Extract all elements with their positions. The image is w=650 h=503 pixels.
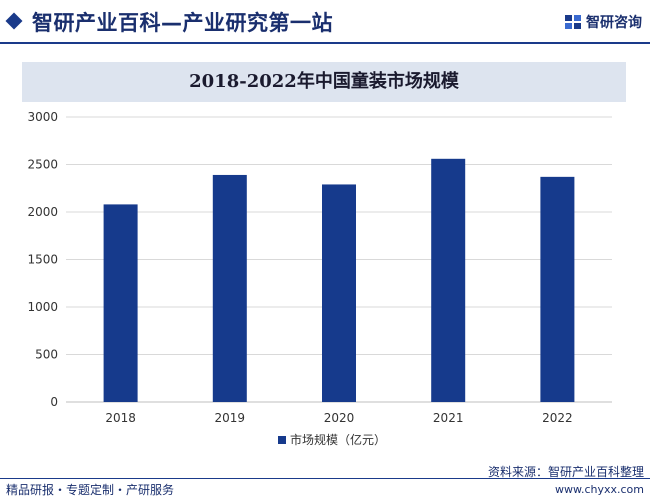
header-divider — [0, 42, 650, 44]
footer-divider — [0, 478, 650, 479]
service-tagline: 精品研报・专题定制・产研服务 — [6, 483, 175, 497]
chart-title: 2018-2022年中国童装市场规模 — [189, 71, 459, 92]
page-header: 智研产业百科—产业研究第一站 智研咨询 — [0, 0, 650, 44]
y-tick-label: 0 — [50, 395, 58, 409]
bar — [103, 204, 138, 402]
page-title: 智研产业百科—产业研究第一站 — [32, 11, 333, 35]
zhiyan-logo-icon — [565, 15, 581, 29]
y-tick-label: 1500 — [27, 253, 58, 267]
chart-title-band: 2018-2022年中国童装市场规模 — [22, 62, 626, 102]
data-source: 资料来源：智研产业百科整理 — [487, 465, 644, 479]
brand-logo[interactable]: 智研咨询 — [564, 12, 642, 32]
brand-name: 智研咨询 — [586, 15, 642, 31]
x-tick-label: 2020 — [324, 411, 355, 425]
website-url[interactable]: www.chyxx.com — [554, 483, 644, 496]
x-tick-label: 2021 — [433, 411, 464, 425]
y-tick-label: 3000 — [27, 110, 58, 124]
y-tick-label: 500 — [35, 348, 58, 362]
y-tick-label: 1000 — [27, 300, 58, 314]
bar — [431, 158, 466, 402]
x-tick-label: 2022 — [542, 411, 573, 425]
bar — [212, 174, 247, 402]
y-tick-label: 2000 — [27, 205, 58, 219]
bar — [540, 176, 575, 402]
bar — [322, 184, 356, 402]
x-tick-label: 2019 — [215, 411, 246, 425]
legend-label: 市场规模（亿元） — [290, 432, 386, 447]
legend-swatch — [278, 436, 286, 444]
y-tick-label: 2500 — [27, 158, 58, 172]
x-tick-label: 2018 — [105, 411, 136, 425]
